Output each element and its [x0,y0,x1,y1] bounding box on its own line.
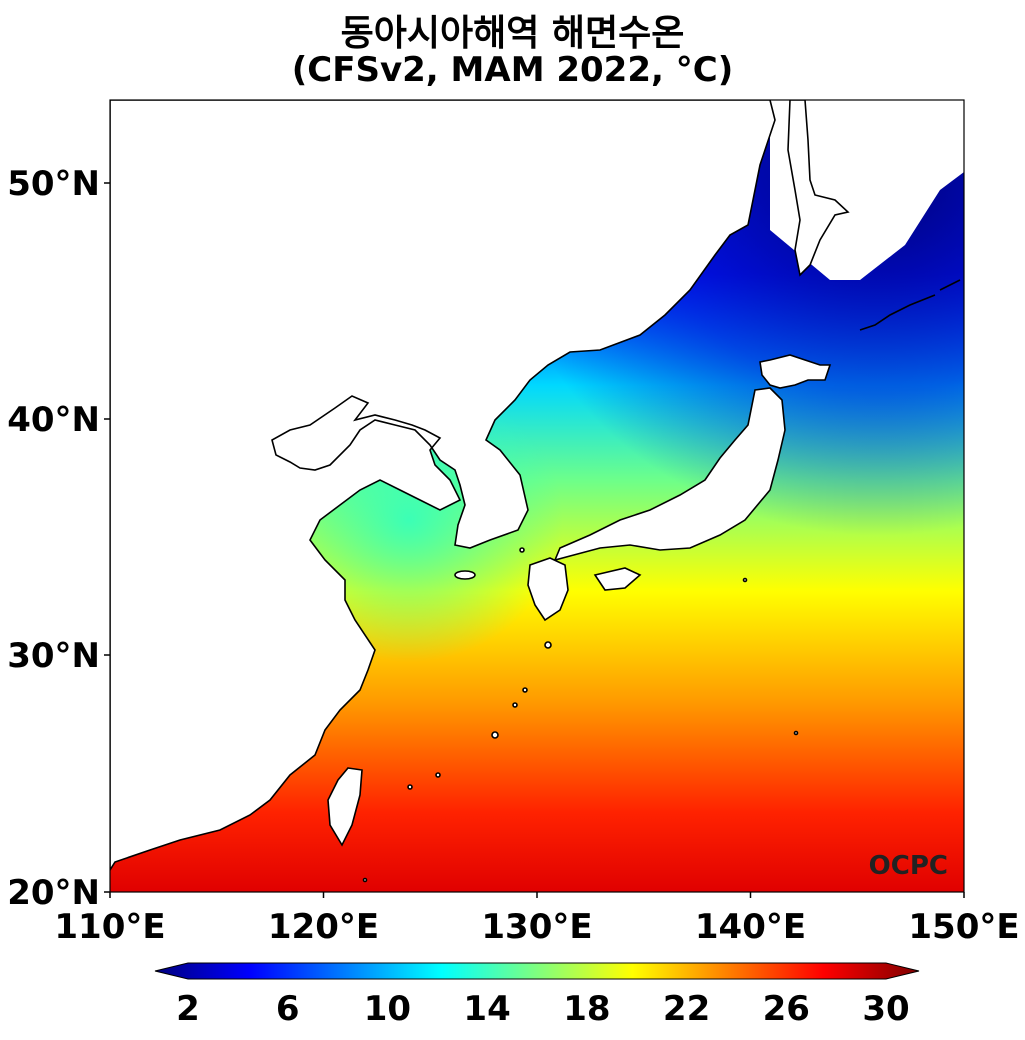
lat-tick-label: 50°N [7,164,100,204]
kyushu [527,557,569,622]
colorbar-tick-label: 22 [663,989,710,1029]
lon-tick-label: 150°E [908,907,1019,947]
colorbar [154,962,920,980]
lat-tick-label: 30°N [7,636,100,676]
lon-tick-label: 110°E [54,907,165,947]
jeju-island [454,570,476,580]
colorbar-tick-label: 30 [862,989,909,1029]
lat-tick-label: 40°N [7,400,100,440]
colorbar-tick-label: 26 [763,989,810,1029]
sakhalin [787,100,850,277]
colorbar-tick-label: 10 [364,989,411,1029]
honshu [553,387,786,562]
asia-mainland [110,100,776,872]
hokkaido [759,354,832,389]
lon-tick-label: 130°E [481,907,592,947]
map-subtitle: (CFSv2, MAM 2022, °C) [291,50,734,90]
colorbar-tick-label: 14 [463,989,510,1029]
colorbar-tick-label: 18 [563,989,610,1029]
lat-tick-label: 20°N [7,873,100,913]
colorbar-tick-label: 2 [176,989,200,1029]
colorbar-tick-label: 6 [276,989,300,1029]
lon-tick-label: 120°E [268,907,379,947]
colorbar-ticks: 2 6 10 14 18 22 26 30 [176,989,910,1029]
map-title: 동아시아해역 해면수온 [340,13,685,54]
shikoku [593,567,642,591]
ocpc-watermark: OCPC [869,851,948,881]
land [110,100,961,883]
taiwan [327,767,363,847]
lon-tick-label: 140°E [695,907,806,947]
